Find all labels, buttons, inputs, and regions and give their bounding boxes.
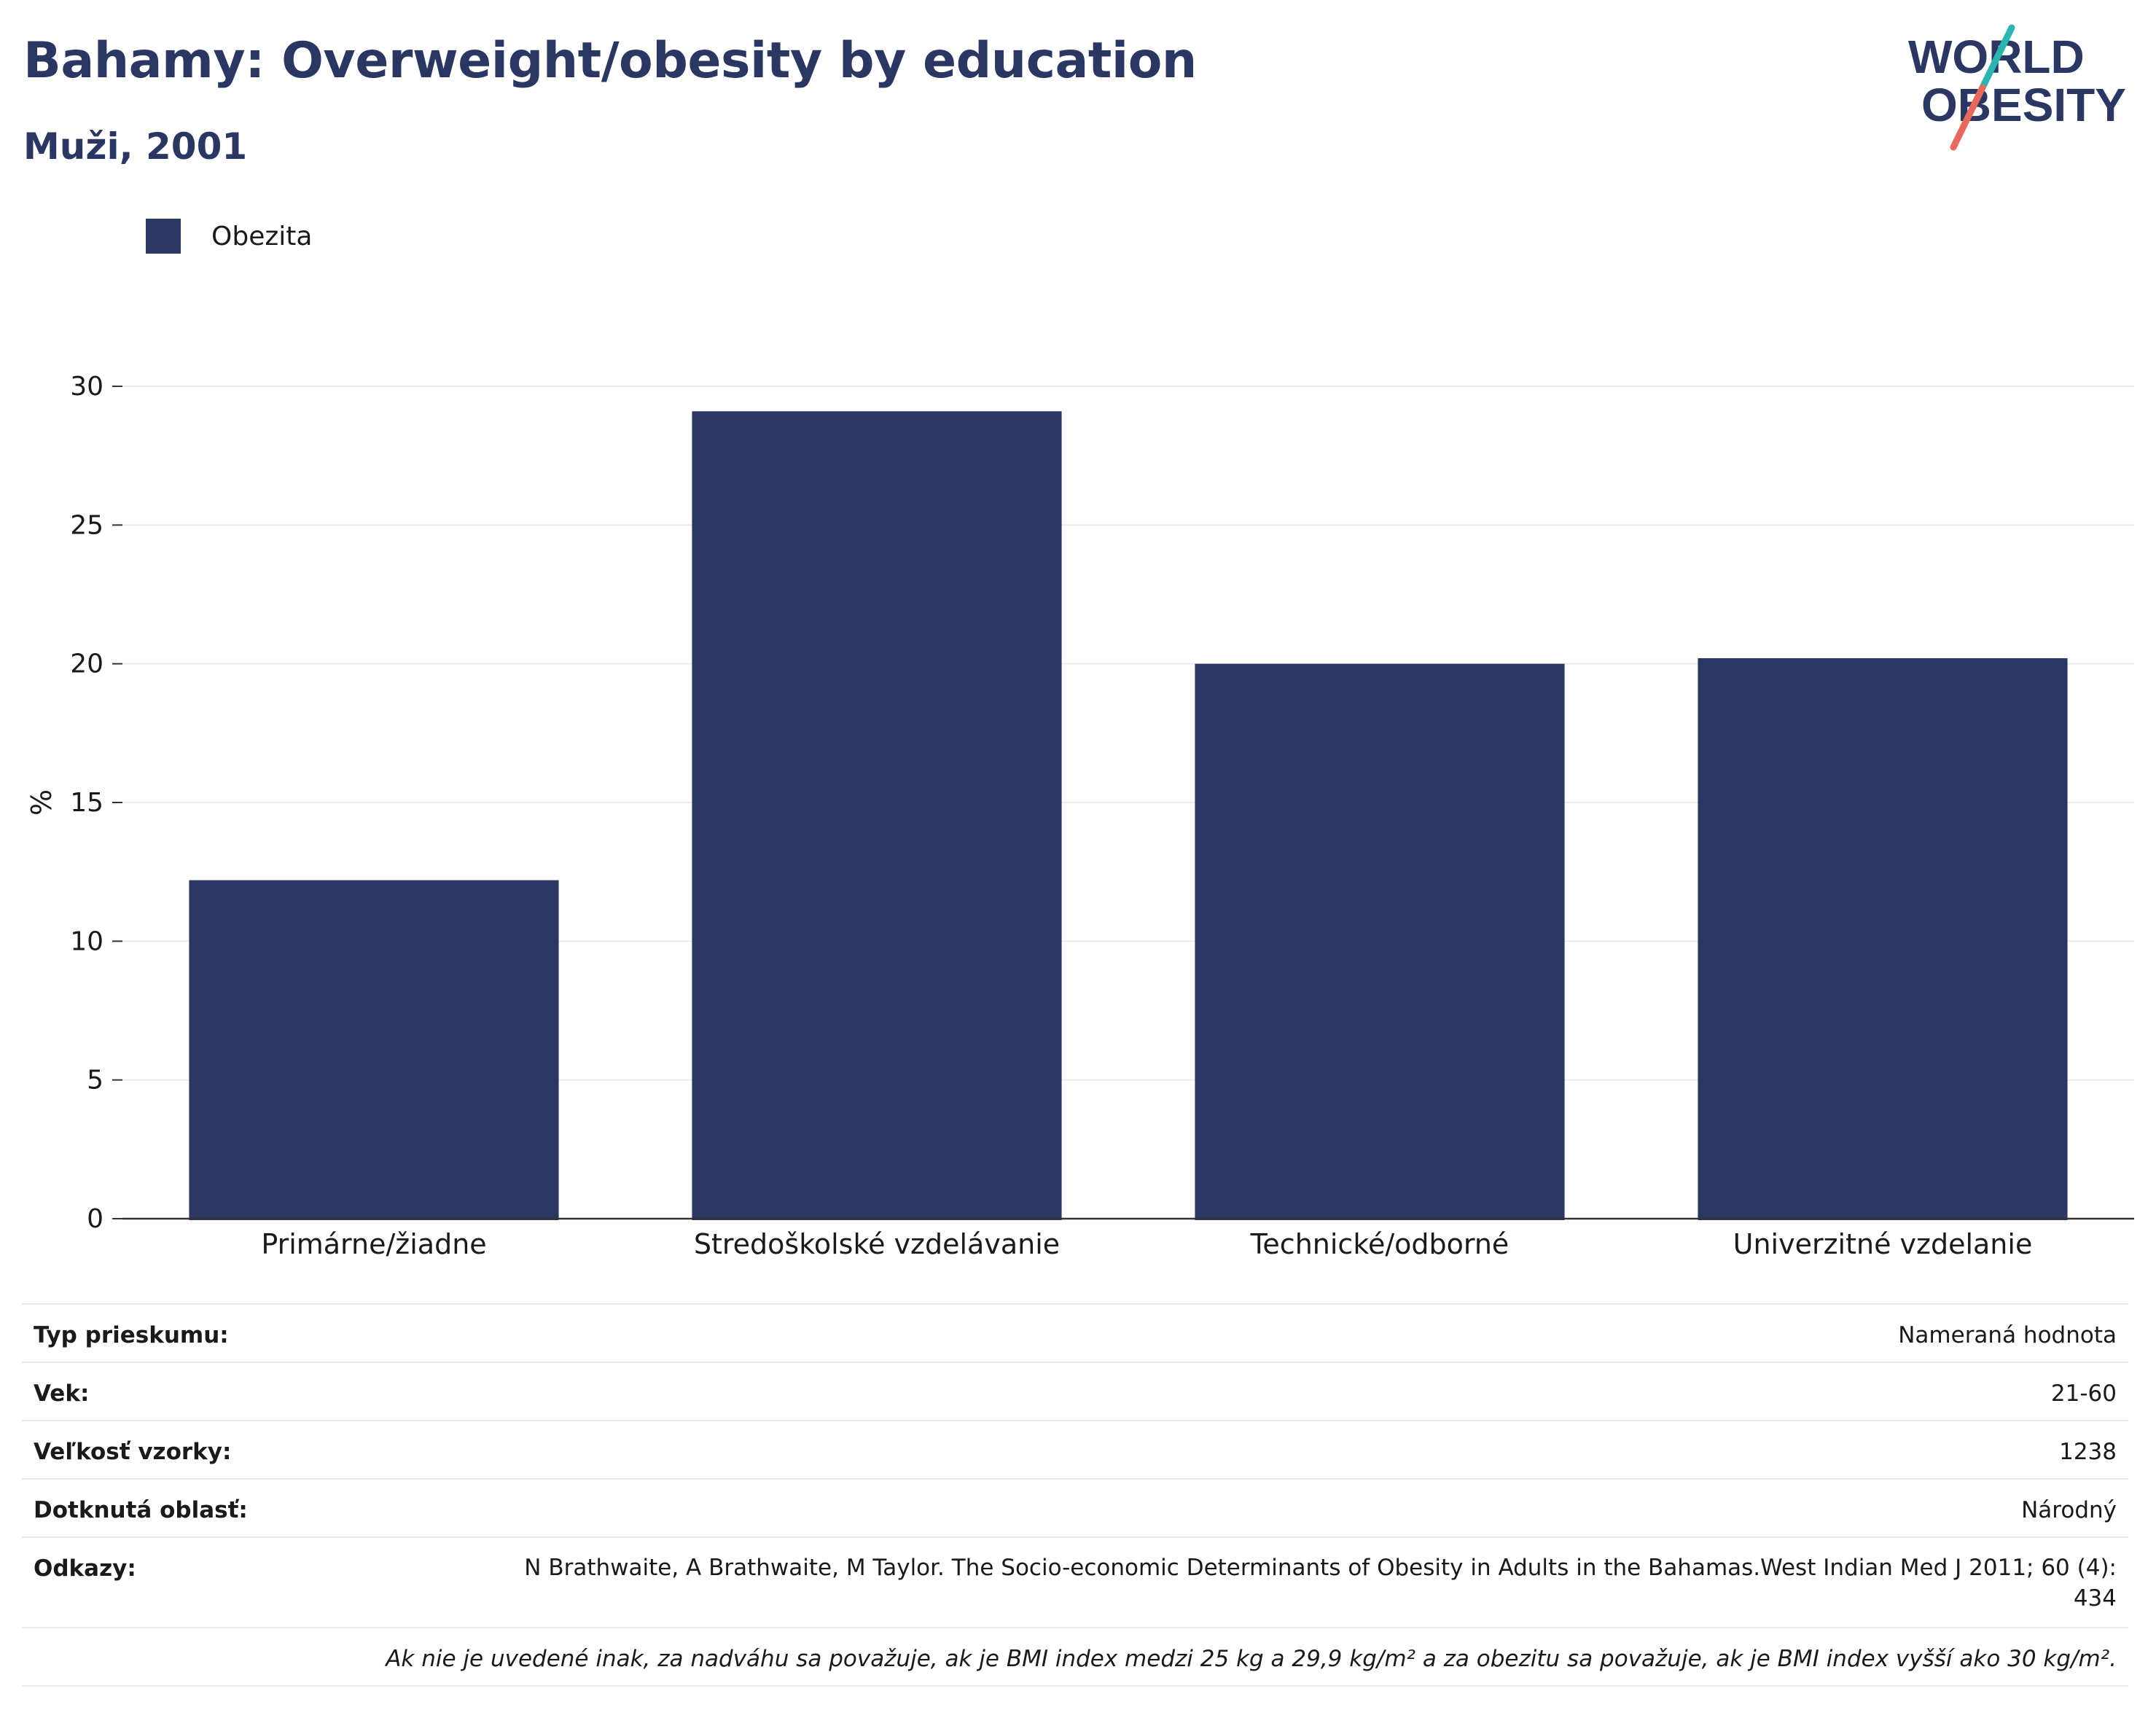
info-row-references: Odkazy: N Brathwaite, A Brathwaite, M Ta… [22,1536,2128,1627]
info-label: Odkazy: [34,1555,136,1582]
info-value: Národný [2021,1497,2117,1523]
chart-legend[interactable]: Obezita [146,219,312,254]
info-row-survey-type: Typ prieskumu: Nameraná hodnota [22,1303,2128,1362]
survey-info-table: Typ prieskumu: Nameraná hodnota Vek: 21-… [22,1303,2128,1687]
info-value: 21-60 [2050,1380,2117,1407]
bar [1698,658,2068,1220]
bar [1195,663,1565,1220]
logo-slash-teal [1979,24,2015,91]
logo-slash-coral [1950,84,1986,151]
y-tick-label: 15 [70,788,103,818]
info-row-sample-size: Veľkosť vzorky: 1238 [22,1420,2128,1478]
bar [692,411,1062,1220]
y-tick-label: 20 [70,649,103,679]
info-label: Dotknutá oblasť: [34,1497,248,1523]
reference-citation: N Brathwaite, A Brathwaite, M Taylor. Th… [524,1555,2117,1612]
chart-title: Bahamy: Overweight/obesity by education [23,32,1197,90]
chart-subtitle: Muži, 2001 [23,125,248,168]
x-tick-label: Univerzitné vzdelanie [1733,1228,2033,1260]
info-label: Vek: [34,1380,90,1407]
legend-swatch-obezita [146,219,181,254]
logo-line-2: OBESITY [1921,79,2126,131]
legend-label-obezita: Obezita [211,221,313,251]
info-value: 1238 [2059,1439,2117,1465]
y-tick-label: 25 [70,510,103,540]
world-obesity-logo: WORLD OBESITY [1908,24,2126,151]
y-axis-label: % [26,789,58,816]
bar [189,880,559,1220]
bmi-footnote: Ak nie je uvedené inak, za nadváhu sa po… [22,1627,2128,1687]
info-row-area: Dotknutá oblasť: Národný [22,1478,2128,1536]
y-tick-label: 30 [70,372,103,402]
bar-chart: 0 5 10 15 20 25 30% Primárne/žiadne Stredoškolsk… [26,372,2134,1260]
y-tick-label: 0 [87,1204,103,1234]
info-label: Typ prieskumu: [34,1322,229,1348]
info-row-age: Vek: 21-60 [22,1362,2128,1420]
info-value: Nameraná hodnota [1898,1322,2117,1348]
x-tick-label: Primárne/žiadne [261,1228,486,1260]
info-label: Veľkosť vzorky: [34,1439,232,1465]
x-tick-label: Technické/odborné [1250,1228,1509,1260]
x-tick-label: Stredoškolské vzdelávanie [694,1228,1060,1260]
y-tick-label: 5 [87,1066,103,1096]
y-tick-label: 10 [70,926,103,956]
